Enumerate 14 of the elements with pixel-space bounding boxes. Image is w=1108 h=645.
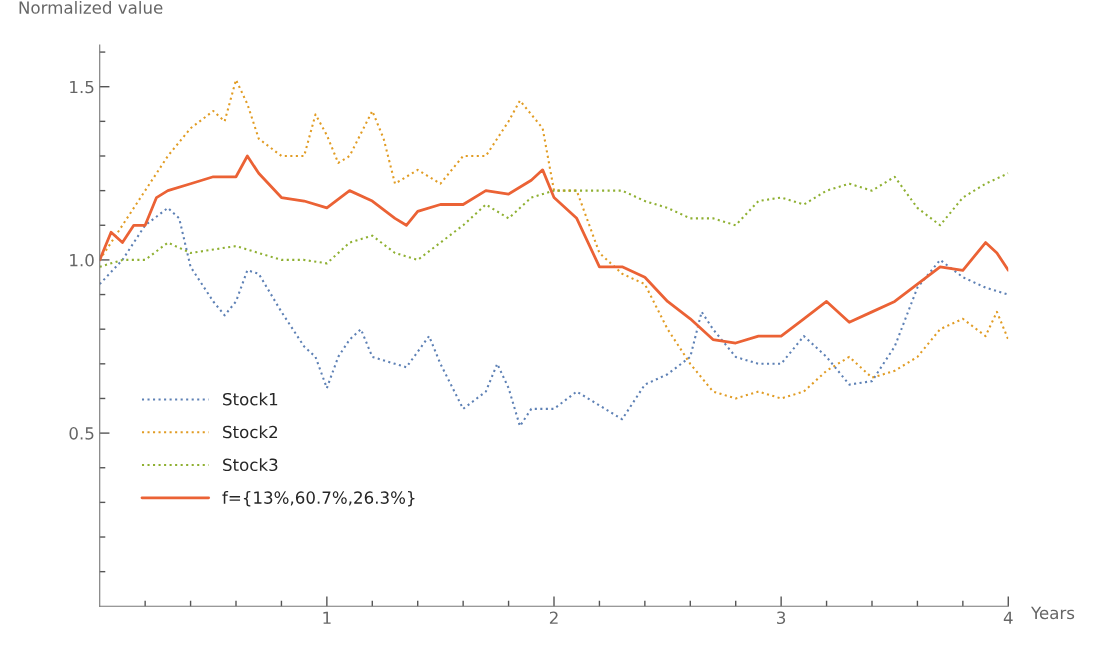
x-tick-label: 1 [323, 611, 331, 624]
legend-label: Stock1 [223, 392, 278, 406]
y-tick-label: 1.5 [70, 80, 94, 94]
x-tick-label: 2 [549, 611, 558, 624]
legend-label: f={13%,60.7%,26.3%} [222, 491, 415, 507]
x-axis-title: Years [1030, 606, 1075, 620]
x-tick-label: 4 [1003, 611, 1013, 624]
y-axis-title: Normalized value [19, 0, 163, 14]
line-series [99, 154, 1009, 345]
legend-label: Stock2 [223, 425, 278, 439]
legend-label: Stock3 [223, 458, 278, 472]
y-tick-label: 0.5 [69, 427, 94, 440]
x-tick-label: 3 [777, 611, 786, 625]
y-tick-label: 1.0 [70, 253, 94, 267]
